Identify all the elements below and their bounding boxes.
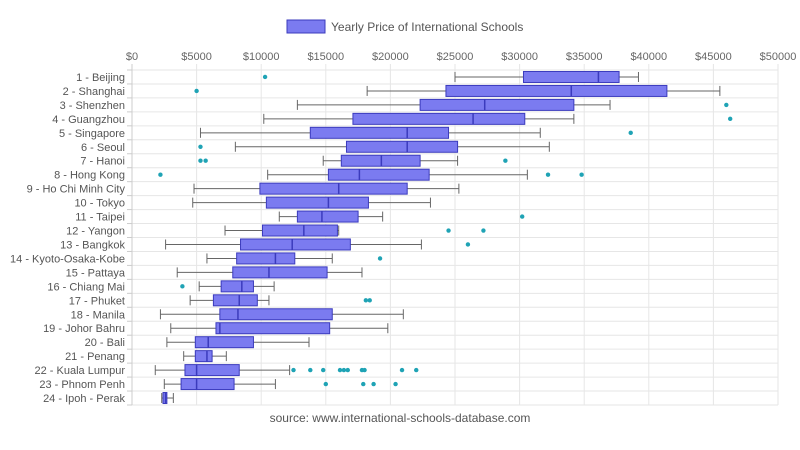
outlier-point	[362, 367, 367, 373]
category-label: 20 - Bali	[85, 337, 125, 349]
outlier-point	[345, 367, 350, 373]
category-label: 1 - Beijing	[76, 72, 125, 84]
outlier-point	[393, 381, 398, 387]
outlier-point	[377, 256, 383, 261]
outlier-point	[628, 130, 633, 136]
x-tick-label: $35000	[566, 51, 603, 63]
outlier-point	[724, 102, 729, 108]
outlier-point	[321, 367, 326, 373]
outlier-point	[198, 158, 203, 163]
outlier-point	[371, 381, 376, 387]
x-tick-label: $0	[126, 51, 138, 63]
box-iqr	[240, 238, 351, 251]
category-label: 23 - Phnom Penh	[39, 379, 125, 391]
x-tick-label: $30000	[501, 51, 538, 63]
x-tick-label: $50000	[760, 51, 797, 63]
category-label: 3 - Shenzhen	[60, 100, 125, 112]
box-iqr	[445, 84, 668, 97]
outlier-point	[446, 228, 451, 233]
outlier-point	[361, 381, 366, 387]
category-label: 15 - Pattaya	[66, 267, 126, 279]
category-label: 10 - Tokyo	[74, 198, 125, 210]
outlier-point	[465, 242, 471, 247]
box-iqr	[261, 224, 338, 237]
outlier-point	[194, 88, 199, 94]
category-label: 18 - Manila	[71, 309, 126, 321]
box-iqr	[265, 196, 369, 209]
category-label: 19 - Johor Bahru	[43, 323, 125, 335]
x-tick-label: $10000	[243, 51, 280, 63]
outlier-point	[203, 158, 208, 163]
outlier-point	[337, 367, 343, 373]
box-iqr	[194, 350, 213, 363]
outlier-point	[291, 367, 296, 373]
outlier-point	[545, 172, 551, 177]
category-label: 5 - Singapore	[59, 128, 125, 140]
outlier-point	[198, 144, 203, 149]
category-label: 13 - Bangkok	[60, 239, 125, 251]
category-label: 7 - Hanoi	[80, 156, 125, 168]
category-label: 9 - Ho Chi Minh City	[27, 184, 126, 196]
outlier-point	[399, 367, 405, 373]
category-label: 16 - Chiang Mai	[47, 281, 125, 293]
legend-swatch	[286, 19, 326, 34]
category-label: 17 - Phuket	[69, 295, 125, 307]
x-tick-label: $20000	[372, 51, 409, 63]
category-label: 4 - Guangzhou	[52, 114, 125, 126]
box-iqr	[419, 98, 575, 111]
category-label: 2 - Shanghai	[63, 86, 125, 98]
box-iqr	[352, 112, 526, 125]
box-iqr	[180, 378, 235, 391]
category-label: 22 - Kuala Lumpur	[35, 365, 126, 377]
outlier-point	[579, 172, 584, 177]
category-label: 12 - Yangon	[66, 226, 125, 238]
outlier-point	[262, 74, 268, 80]
category-label: 8 - Hong Kong	[54, 170, 125, 182]
category-label: 14 - Kyoto-Osaka-Kobe	[10, 253, 125, 265]
box-iqr	[522, 70, 620, 83]
box-iqr	[219, 308, 333, 321]
x-tick-label: $40000	[630, 51, 667, 63]
category-label: 11 - Taipei	[75, 212, 125, 224]
box-iqr	[236, 252, 296, 265]
outlier-point	[158, 172, 163, 177]
outlier-point	[481, 228, 486, 233]
box-iqr	[327, 168, 430, 181]
box-iqr	[345, 140, 459, 153]
x-tick-label: $5000	[181, 51, 212, 63]
outlier-point	[323, 381, 328, 387]
outlier-point	[341, 367, 347, 373]
box-iqr	[194, 336, 254, 349]
box-iqr	[259, 182, 408, 195]
box-iqr	[232, 266, 328, 279]
category-label: 21 - Penang	[65, 351, 125, 363]
box-iqr	[212, 294, 258, 307]
x-tick-label: $45000	[695, 51, 732, 63]
outlier-point	[414, 367, 419, 373]
outlier-point	[503, 158, 508, 163]
x-tick-label: $25000	[437, 51, 474, 63]
outlier-point	[727, 116, 733, 122]
box-iqr	[296, 210, 359, 223]
outlier-point	[367, 298, 372, 303]
x-tick-label: $15000	[307, 51, 344, 63]
source-note: source: www.international-schools-databa…	[270, 411, 531, 425]
outlier-point	[308, 367, 313, 373]
outlier-point	[519, 214, 525, 219]
box-iqr	[220, 280, 254, 293]
outlier-point	[363, 298, 369, 303]
box-iqr	[184, 364, 240, 377]
box-iqr	[309, 126, 450, 139]
legend-label: Yearly Price of International Schools	[331, 20, 523, 34]
box-iqr	[215, 322, 331, 335]
category-label: 6 - Seoul	[81, 142, 125, 154]
category-label: 24 - Ipoh - Perak	[43, 393, 125, 405]
outlier-point	[180, 284, 185, 289]
